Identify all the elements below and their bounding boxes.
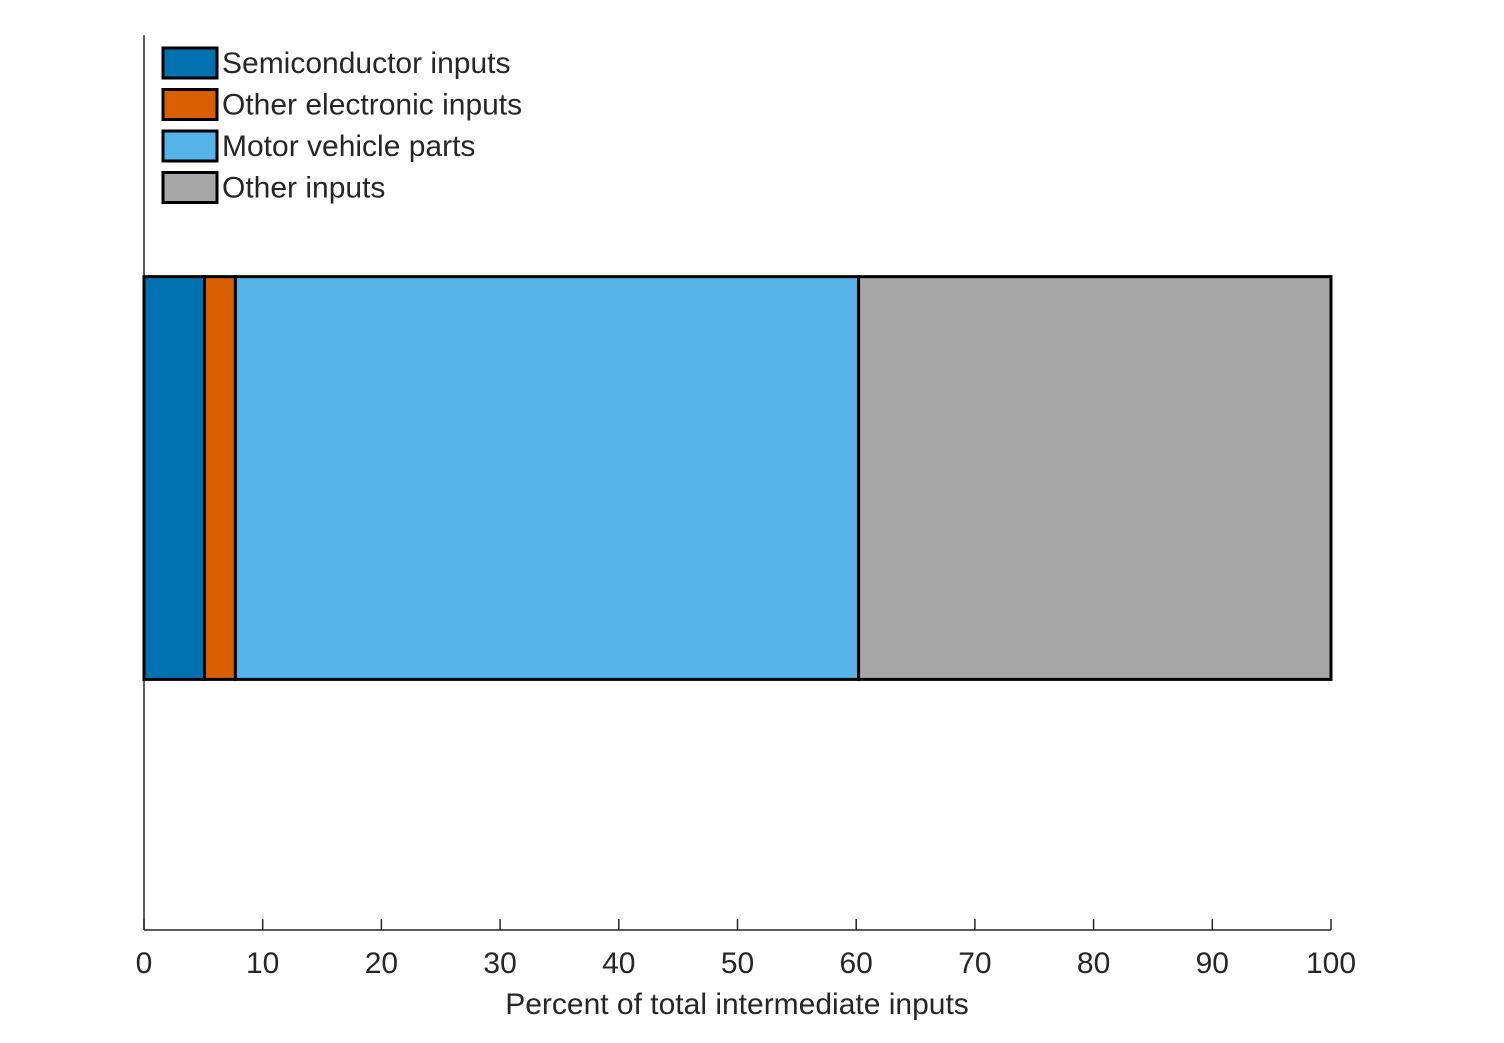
x-tick-label: 20 [365, 947, 398, 980]
x-tick-label: 80 [1077, 947, 1110, 980]
x-tick-label: 0 [136, 947, 153, 980]
x-tick-label: 30 [483, 947, 516, 980]
legend-swatch [161, 46, 219, 80]
x-tick-label: 60 [840, 947, 873, 980]
x-tick-label: 50 [721, 947, 754, 980]
x-axis-label: Percent of total intermediate inputs [505, 988, 969, 1021]
x-tick-label: 40 [602, 947, 635, 980]
bar-segment [203, 275, 237, 681]
x-tick-label: 10 [246, 947, 279, 980]
legend-label: Semiconductor inputs [222, 47, 511, 80]
legend-swatch [161, 171, 219, 204]
x-tick-label: 90 [1196, 947, 1229, 980]
bar-segment [857, 275, 1333, 681]
legend-label: Other inputs [222, 171, 385, 204]
legend-label: Motor vehicle parts [222, 130, 475, 163]
legend-swatch [161, 88, 219, 121]
bar-segment [233, 275, 861, 681]
legend-swatch [161, 129, 219, 163]
x-tick-label: 70 [958, 947, 991, 980]
x-tick-label: 100 [1306, 947, 1356, 980]
bar-segment [142, 275, 207, 681]
legend-label: Other electronic inputs [222, 88, 522, 121]
